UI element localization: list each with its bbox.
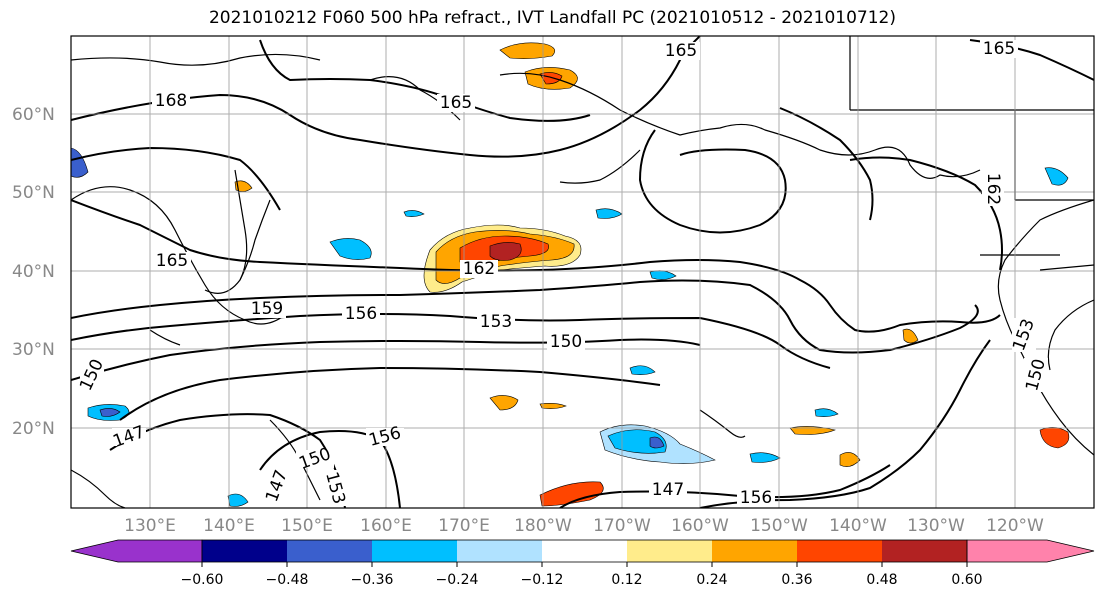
contour-label-165-a: 165 (662, 41, 700, 61)
lon-label-120w: 120°W (986, 516, 1044, 536)
contour-label-153-c: 153 (1009, 316, 1039, 353)
contour-label-147-c: 147 (649, 480, 687, 500)
longitude-labels: 130°E 140°E 150°E 160°E 170°E 180°W 170°… (124, 516, 1044, 536)
lat-label-50: 50°N (12, 183, 55, 203)
lon-label-130e: 130°E (124, 516, 176, 536)
lon-label-150w: 150°W (750, 516, 808, 536)
lon-label-160e: 160°E (360, 516, 412, 536)
contour-label-159: 159 (248, 299, 286, 319)
lon-label-170w: 170°W (593, 516, 651, 536)
svg-text:165: 165 (156, 251, 188, 271)
contour-label-150-d: 150 (1022, 357, 1050, 394)
lon-label-140w: 140°W (829, 516, 887, 536)
contour-label-168: 168 (152, 91, 190, 111)
contour-label-156-a: 156 (342, 304, 380, 324)
lat-label-60: 60°N (12, 105, 55, 125)
lat-label-30: 30°N (12, 340, 55, 360)
colorbar-tick-label: −0.48 (266, 572, 309, 588)
svg-text:147: 147 (652, 480, 684, 500)
colorbar-bin (627, 540, 712, 562)
colorbar-bin (457, 540, 542, 562)
svg-text:165: 165 (983, 39, 1015, 59)
svg-text:156: 156 (345, 304, 377, 324)
contour-label-162-b: 162 (982, 172, 1004, 206)
colorbar-tick-label: 0.60 (951, 572, 982, 588)
colorbar-bin (202, 540, 287, 562)
colorbar-tick-label: 0.12 (611, 572, 642, 588)
contour-label-150-b: 150 (76, 356, 108, 394)
colorbar-bin (797, 540, 882, 562)
svg-text:165: 165 (665, 41, 697, 61)
svg-text:159: 159 (251, 299, 283, 319)
colorbar-tick-label: −0.60 (181, 572, 224, 588)
colorbar-bin (372, 540, 457, 562)
map-title: 2021010212 F060 500 hPa refract., IVT La… (208, 8, 896, 28)
graticule (71, 36, 1094, 508)
contour-label-153-b: 153 (321, 470, 349, 507)
svg-text:153: 153 (480, 312, 512, 332)
colorbar-extend-high (966, 539, 1095, 563)
colorbar-bin (542, 540, 627, 562)
colorbar-tick-label: 0.24 (696, 572, 727, 588)
colorbar-bin (882, 540, 967, 562)
svg-text:168: 168 (155, 91, 187, 111)
colorbar-tick-labels: −0.60 −0.48 −0.36 −0.24 −0.12 0.12 0.24 … (181, 572, 983, 588)
colorbar-tick-label: −0.12 (521, 572, 564, 588)
colorbar-tick-label: −0.36 (351, 572, 394, 588)
colorbar-tick-label: 0.36 (781, 572, 812, 588)
colorbar-ticks (201, 562, 968, 567)
contour-label-147-b: 147 (262, 467, 292, 504)
lon-label-180w: 180°W (514, 516, 572, 536)
colorbar-bin (712, 540, 797, 562)
contour-label-162: 162 (460, 259, 498, 279)
contour-label-147-a: 147 (110, 422, 147, 452)
contour-label-165-b: 165 (437, 93, 475, 113)
colorbar: −0.60 −0.48 −0.36 −0.24 −0.12 0.12 0.24 … (70, 539, 1095, 588)
colorbar-bin (287, 540, 372, 562)
lon-label-160w: 160°W (671, 516, 729, 536)
svg-text:162: 162 (463, 259, 495, 279)
lon-label-170e: 170°E (438, 516, 490, 536)
colorbar-tick-label: −0.24 (436, 572, 479, 588)
lat-label-20: 20°N (12, 419, 55, 439)
lon-label-150e: 150°E (281, 516, 333, 536)
map-plot-area: 168 165 165 165 162 165 159 156 153 150 … (71, 36, 1094, 508)
svg-text:165: 165 (440, 93, 472, 113)
lat-label-40: 40°N (12, 262, 55, 282)
svg-text:162: 162 (983, 173, 1003, 205)
plot-frame (70, 35, 1095, 509)
svg-text:156: 156 (740, 488, 772, 508)
contour-labels: 168 165 165 165 162 165 159 156 153 150 … (76, 39, 1050, 508)
lon-label-140e: 140°E (203, 516, 255, 536)
lon-label-130w: 130°W (907, 516, 965, 536)
colorbar-extend-low (70, 539, 203, 563)
contour-label-156-c: 156 (737, 488, 775, 508)
svg-text:150: 150 (550, 332, 582, 352)
contour-label-165-d: 165 (153, 251, 191, 271)
contour-label-153-a: 153 (477, 312, 515, 332)
cool-anomaly-fills (71, 147, 1069, 507)
contour-label-165-c: 165 (980, 39, 1018, 59)
latitude-labels: 60°N 50°N 40°N 30°N 20°N (12, 105, 55, 439)
contour-label-150-a: 150 (547, 332, 585, 352)
colorbar-tick-label: 0.48 (866, 572, 897, 588)
